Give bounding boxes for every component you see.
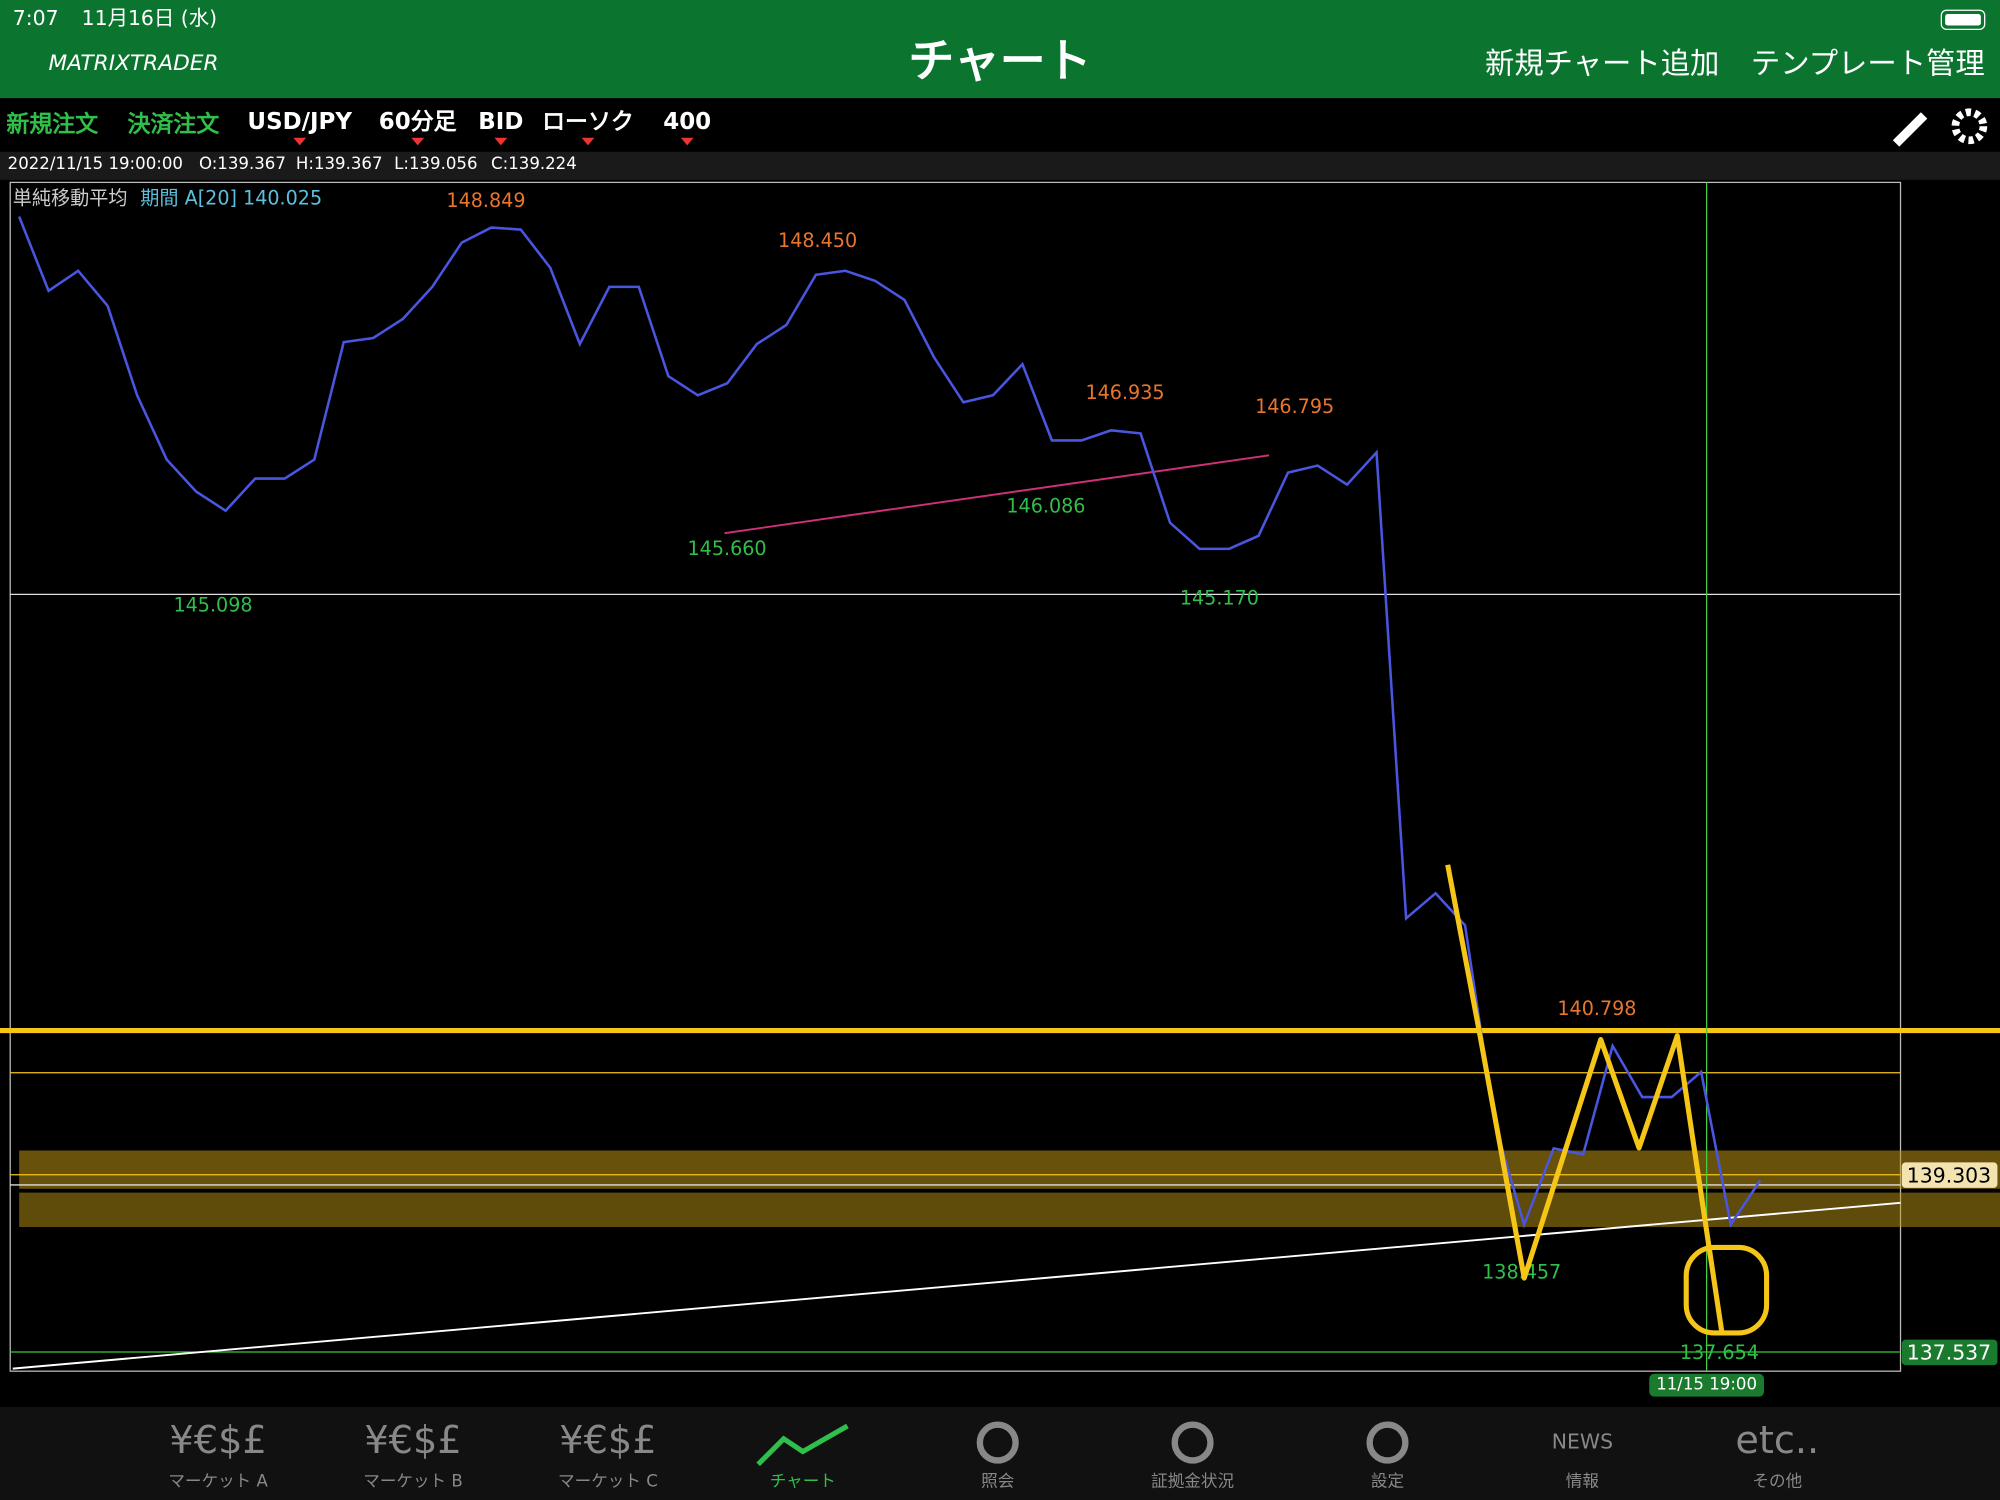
edit-icon[interactable]	[1892, 112, 1928, 147]
nav-icon[interactable]: etc..	[1735, 1418, 1819, 1463]
drawn-zigzag	[1445, 864, 1725, 1334]
highlight-band	[19, 1150, 2000, 1189]
nav-icon[interactable]	[1171, 1421, 1214, 1464]
selectors: USD/JPY 60分足 BID ローソク 400	[247, 109, 711, 146]
nav-icon[interactable]	[976, 1421, 1019, 1464]
ohlc-close: C:139.224	[491, 154, 577, 173]
nav-label[interactable]: チャート	[770, 1472, 836, 1491]
price-tag-label: 137.537	[1907, 1341, 1991, 1365]
price-tag	[1901, 1339, 1998, 1366]
nav-icon[interactable]: ¥€$£	[559, 1418, 656, 1463]
dropdown-arrow	[680, 137, 694, 146]
dropdown-arrow	[293, 137, 307, 146]
time-tag	[1649, 1373, 1765, 1397]
low-label: 145.170	[1180, 586, 1259, 609]
nav-label[interactable]: マーケット C	[558, 1472, 658, 1491]
high-label: 146.795	[1255, 395, 1334, 418]
highlight-band	[19, 1192, 2000, 1228]
nav: ¥€$£ マーケット A ¥€$£ マーケット B ¥€$£ マーケット C チャート 照会 証…	[168, 1418, 1819, 1491]
low-label: 145.098	[173, 594, 252, 617]
settings-icon[interactable]	[1951, 108, 1988, 145]
status-date: 11月16日 (水)	[82, 6, 217, 30]
selector[interactable]: 400	[663, 109, 711, 135]
order-button[interactable]: 新規注文	[6, 110, 98, 137]
ohlc-low: L:139.056	[394, 154, 477, 173]
nav-icon[interactable]	[1366, 1421, 1409, 1464]
price-tag-label: 139.303	[1907, 1163, 1991, 1187]
nav-label[interactable]: 設定	[1371, 1472, 1404, 1491]
status-time: 7:07	[13, 6, 59, 30]
indicator-params: 期間 A[20] 140.025	[140, 186, 322, 209]
header-bar	[0, 0, 2000, 99]
nav-icon[interactable]	[756, 1423, 849, 1467]
low-label: 146.086	[1006, 494, 1085, 517]
logo: MATRIXTRADER	[48, 51, 218, 76]
nav-label[interactable]: その他	[1752, 1472, 1802, 1491]
nav-label[interactable]: 証拠金状況	[1151, 1472, 1234, 1491]
high-label: 146.935	[1085, 381, 1164, 404]
selector[interactable]: 60分足	[379, 109, 457, 135]
trend-line	[724, 454, 1270, 535]
dropdown-arrow	[581, 137, 595, 146]
nav-icon[interactable]: NEWS	[1552, 1430, 1613, 1454]
indicator-name: 単純移動平均	[13, 186, 128, 209]
price-tag	[1901, 1162, 1998, 1188]
header-title: チャート	[908, 33, 1091, 87]
dropdown-arrow	[494, 137, 508, 146]
nav-label[interactable]: 照会	[981, 1472, 1014, 1491]
drawn-circle	[1683, 1244, 1770, 1336]
high-label: 148.450	[778, 229, 857, 252]
selector[interactable]: USD/JPY	[247, 109, 352, 135]
nav-icon[interactable]: ¥€$£	[364, 1418, 461, 1463]
selector[interactable]: ローソク	[542, 109, 634, 135]
high-label: 140.798	[1557, 997, 1636, 1020]
header-action[interactable]: 新規チャート追加	[1485, 47, 1719, 81]
price-line	[17, 216, 1762, 1229]
high-label: 148.849	[446, 189, 525, 212]
ohlc-open: O:139.367	[199, 154, 286, 173]
order-button[interactable]: 決済注文	[128, 110, 220, 137]
dropdown-arrow	[411, 137, 425, 146]
ohlc-bar	[0, 151, 2000, 180]
nav-icon[interactable]: ¥€$£	[169, 1418, 266, 1463]
header-action[interactable]: テンプレート管理	[1751, 47, 1985, 81]
ohlc-high: H:139.367	[296, 154, 383, 173]
trend-line	[12, 1201, 1901, 1370]
low-label: 137.654	[1680, 1341, 1759, 1364]
battery-level	[1945, 14, 1981, 26]
low-label: 145.660	[687, 537, 766, 560]
nav-label[interactable]: マーケット A	[168, 1472, 268, 1491]
selector[interactable]: BID	[478, 109, 523, 135]
ohlc-datetime: 2022/11/15 19:00:00	[8, 154, 183, 173]
nav-label[interactable]: 情報	[1566, 1472, 1600, 1491]
chart: 148.849 148.450 146.935 146.795 140.798 145.0…	[0, 181, 2000, 1372]
crosshair-time: 11/15 19:00	[1656, 1375, 1757, 1394]
toolbar	[0, 98, 2000, 152]
battery	[1940, 9, 1986, 30]
nav-label[interactable]: マーケット B	[363, 1472, 463, 1491]
